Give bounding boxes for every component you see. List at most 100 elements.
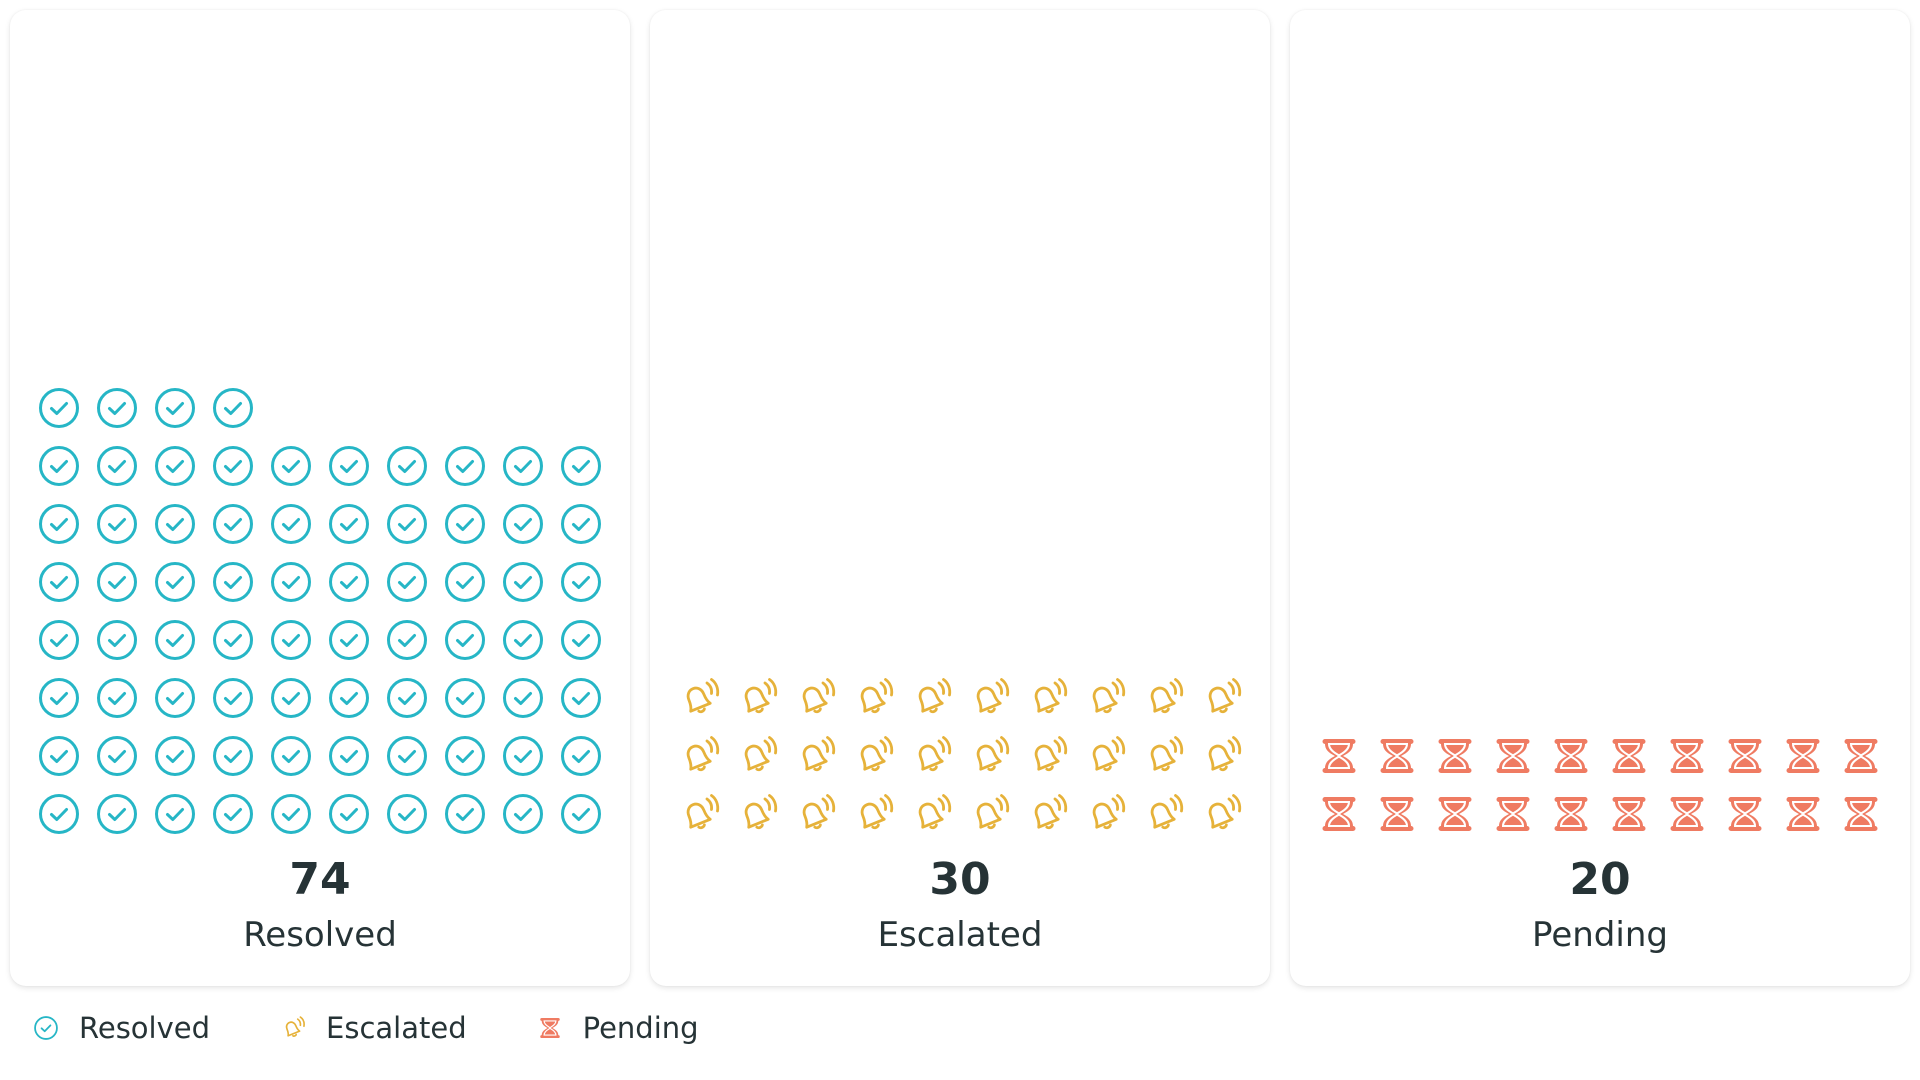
check-circle-icon (552, 785, 610, 843)
hourglass-icon (1368, 785, 1426, 843)
hourglass-icon (1716, 785, 1774, 843)
check-circle-icon (30, 553, 88, 611)
check-circle-icon (262, 669, 320, 727)
hourglass-icon (1368, 727, 1426, 785)
check-circle-icon (146, 785, 204, 843)
check-circle-icon (436, 785, 494, 843)
check-circle-icon (88, 437, 146, 495)
bell-ringing-icon (670, 669, 728, 727)
check-circle-icon (30, 495, 88, 553)
bell-ringing-icon (902, 669, 960, 727)
hourglass-icon (1426, 785, 1484, 843)
check-circle-icon (320, 785, 378, 843)
check-circle-icon (378, 785, 436, 843)
check-circle-icon (33, 1015, 59, 1041)
check-circle-icon (30, 785, 88, 843)
check-circle-icon (262, 553, 320, 611)
check-circle-icon (320, 727, 378, 785)
check-circle-icon (494, 669, 552, 727)
check-circle-icon (552, 669, 610, 727)
bell-ringing-icon (1192, 785, 1250, 843)
legend: Resolved Escalated Pending (33, 1008, 769, 1048)
bell-ringing-icon (1192, 727, 1250, 785)
hourglass-icon (1832, 727, 1890, 785)
check-circle-icon (436, 553, 494, 611)
check-circle-icon (494, 437, 552, 495)
check-circle-icon (30, 611, 88, 669)
hourglass-icon (1484, 727, 1542, 785)
legend-label-resolved: Resolved (79, 1011, 211, 1045)
check-circle-icon (494, 611, 552, 669)
check-circle-icon (30, 669, 88, 727)
check-circle-icon (262, 437, 320, 495)
bell-ringing-icon (728, 785, 786, 843)
hourglass-icon (1600, 785, 1658, 843)
bell-ringing-icon (1076, 727, 1134, 785)
check-circle-icon (436, 495, 494, 553)
check-circle-icon (378, 495, 436, 553)
bell-ringing-icon (670, 785, 728, 843)
check-circle-icon (552, 727, 610, 785)
bell-ringing-icon (670, 727, 728, 785)
check-circle-icon (146, 495, 204, 553)
check-circle-icon (552, 553, 610, 611)
bell-ringing-icon (844, 727, 902, 785)
legend-item-resolved[interactable]: Resolved (33, 1008, 210, 1048)
card-escalated: 30 Escalated (650, 10, 1270, 986)
check-circle-icon (88, 379, 146, 437)
escalated-label: Escalated (877, 915, 1043, 955)
check-circle-icon (494, 785, 552, 843)
check-circle-icon (204, 495, 262, 553)
check-circle-icon (552, 495, 610, 553)
card-pending: 20 Pending (1290, 10, 1910, 986)
check-circle-icon (204, 785, 262, 843)
check-circle-icon (320, 437, 378, 495)
check-circle-icon (204, 379, 262, 437)
check-circle-icon (30, 437, 88, 495)
bell-ringing-icon (960, 785, 1018, 843)
bell-ringing-icon (1192, 669, 1250, 727)
check-circle-icon (436, 611, 494, 669)
bell-ringing-icon (1076, 669, 1134, 727)
hourglass-icon (1774, 727, 1832, 785)
legend-label-escalated: Escalated (326, 1011, 467, 1045)
check-circle-icon (30, 379, 88, 437)
check-circle-icon (378, 727, 436, 785)
icon-grid-pending (1310, 727, 1890, 843)
check-circle-icon (320, 669, 378, 727)
bell-ringing-icon (960, 669, 1018, 727)
legend-item-escalated[interactable]: Escalated (280, 1008, 467, 1048)
hourglass-icon (1310, 727, 1368, 785)
hourglass-icon (1832, 785, 1890, 843)
bell-ringing-icon (728, 727, 786, 785)
bell-ringing-icon (786, 727, 844, 785)
hourglass-icon (1426, 727, 1484, 785)
check-circle-icon (378, 669, 436, 727)
check-circle-icon (88, 611, 146, 669)
check-circle-icon (320, 495, 378, 553)
check-circle-icon (378, 437, 436, 495)
check-circle-icon (88, 785, 146, 843)
resolved-count: 74 (289, 854, 351, 905)
icon-grid-escalated (670, 669, 1250, 843)
check-circle-icon (552, 611, 610, 669)
pending-count: 20 (1569, 854, 1631, 905)
check-circle-icon (436, 437, 494, 495)
bell-ringing-icon (280, 1015, 306, 1041)
check-circle-icon (204, 553, 262, 611)
hourglass-icon (1310, 785, 1368, 843)
check-circle-icon (146, 437, 204, 495)
bell-ringing-icon (1134, 785, 1192, 843)
hourglass-icon (537, 1015, 563, 1041)
check-circle-icon (204, 437, 262, 495)
check-circle-icon (204, 669, 262, 727)
check-circle-icon (88, 553, 146, 611)
check-circle-icon (30, 727, 88, 785)
bell-ringing-icon (902, 727, 960, 785)
check-circle-icon (436, 727, 494, 785)
check-circle-icon (494, 727, 552, 785)
legend-item-pending[interactable]: Pending (537, 1008, 699, 1048)
bell-ringing-icon (902, 785, 960, 843)
check-circle-icon (146, 553, 204, 611)
hourglass-icon (1600, 727, 1658, 785)
